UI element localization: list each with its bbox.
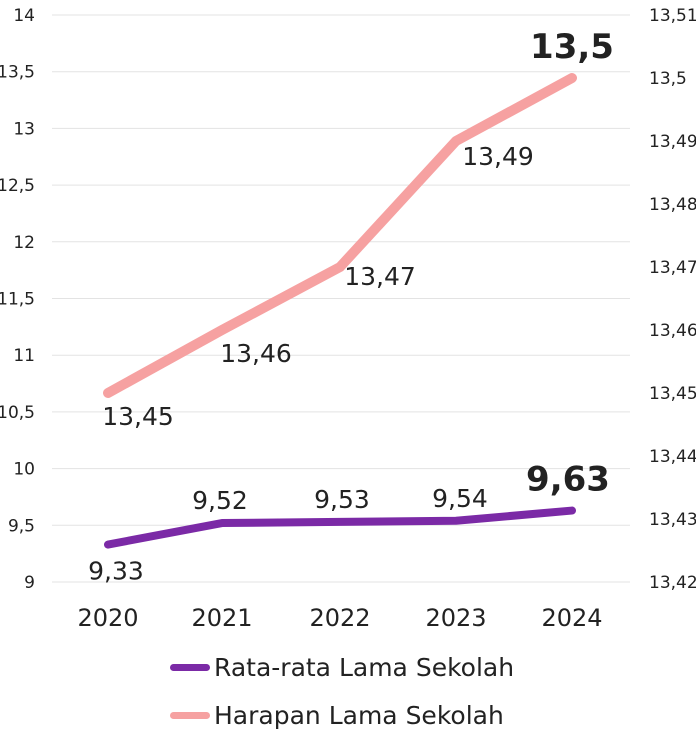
- x-tick-label: 2023: [425, 604, 486, 632]
- y-right-tick-label: 13,49: [649, 132, 696, 152]
- x-tick-label: 2021: [191, 604, 252, 632]
- legend-label-harapan: Harapan Lama Sekolah: [214, 701, 504, 730]
- x-tick-label: 2020: [77, 604, 138, 632]
- y-left-tick-label: 11,5: [0, 290, 35, 310]
- y-right-tick-label: 13,44: [649, 447, 696, 467]
- y-right-tick-label: 13,48: [649, 195, 696, 215]
- y-left-tick-label: 9,5: [8, 516, 35, 536]
- data-label: 13,49: [462, 142, 534, 171]
- y-right-tick-label: 13,45: [649, 384, 696, 404]
- data-label: 13,47: [344, 262, 416, 291]
- legend-item-rata-rata: Rata-rata Lama Sekolah: [170, 653, 514, 682]
- legend-swatch-purple: [170, 664, 210, 671]
- y-left-tick-label: 10,5: [0, 403, 35, 423]
- x-tick-label: 2024: [541, 604, 602, 632]
- series-line-rata-rata: [104, 506, 576, 549]
- data-label: 9,53: [314, 485, 370, 514]
- y-left-tick-label: 9: [24, 573, 35, 593]
- y-right-tick-label: 13,51: [649, 6, 696, 26]
- y-left-tick-label: 13: [13, 119, 35, 139]
- y-right-tick-label: 13,43: [649, 510, 696, 530]
- data-label: 9,52: [192, 486, 248, 515]
- y-left-tick-label: 11: [13, 346, 35, 366]
- data-label: 13,5: [530, 27, 614, 67]
- y-left-tick-label: 12: [13, 233, 35, 253]
- legend-item-harapan: Harapan Lama Sekolah: [170, 701, 504, 730]
- y-left-tick-label: 13,5: [0, 63, 35, 83]
- data-label: 13,45: [102, 402, 174, 431]
- data-label: 9,63: [526, 460, 610, 500]
- data-label: 9,33: [88, 557, 144, 586]
- y-left-tick-label: 14: [13, 6, 35, 26]
- y-right-tick-label: 13,5: [649, 69, 687, 89]
- data-label: 9,54: [432, 484, 488, 513]
- y-right-tick-label: 13,47: [649, 258, 696, 278]
- y-left-tick-label: 10: [13, 460, 35, 480]
- x-tick-label: 2022: [309, 604, 370, 632]
- series-line-harapan: [103, 73, 577, 398]
- y-right-tick-label: 13,46: [649, 321, 696, 341]
- data-label: 13,46: [220, 339, 292, 368]
- y-right-tick-label: 13,42: [649, 573, 696, 593]
- legend-swatch-pink: [170, 712, 210, 719]
- legend-label-rata-rata: Rata-rata Lama Sekolah: [214, 653, 515, 682]
- y-left-tick-label: 12,5: [0, 176, 35, 196]
